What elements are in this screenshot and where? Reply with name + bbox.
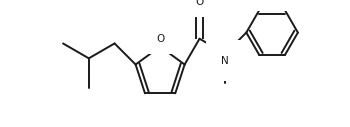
Text: O: O xyxy=(156,34,164,44)
Text: N: N xyxy=(222,56,229,66)
Text: O: O xyxy=(195,0,204,7)
